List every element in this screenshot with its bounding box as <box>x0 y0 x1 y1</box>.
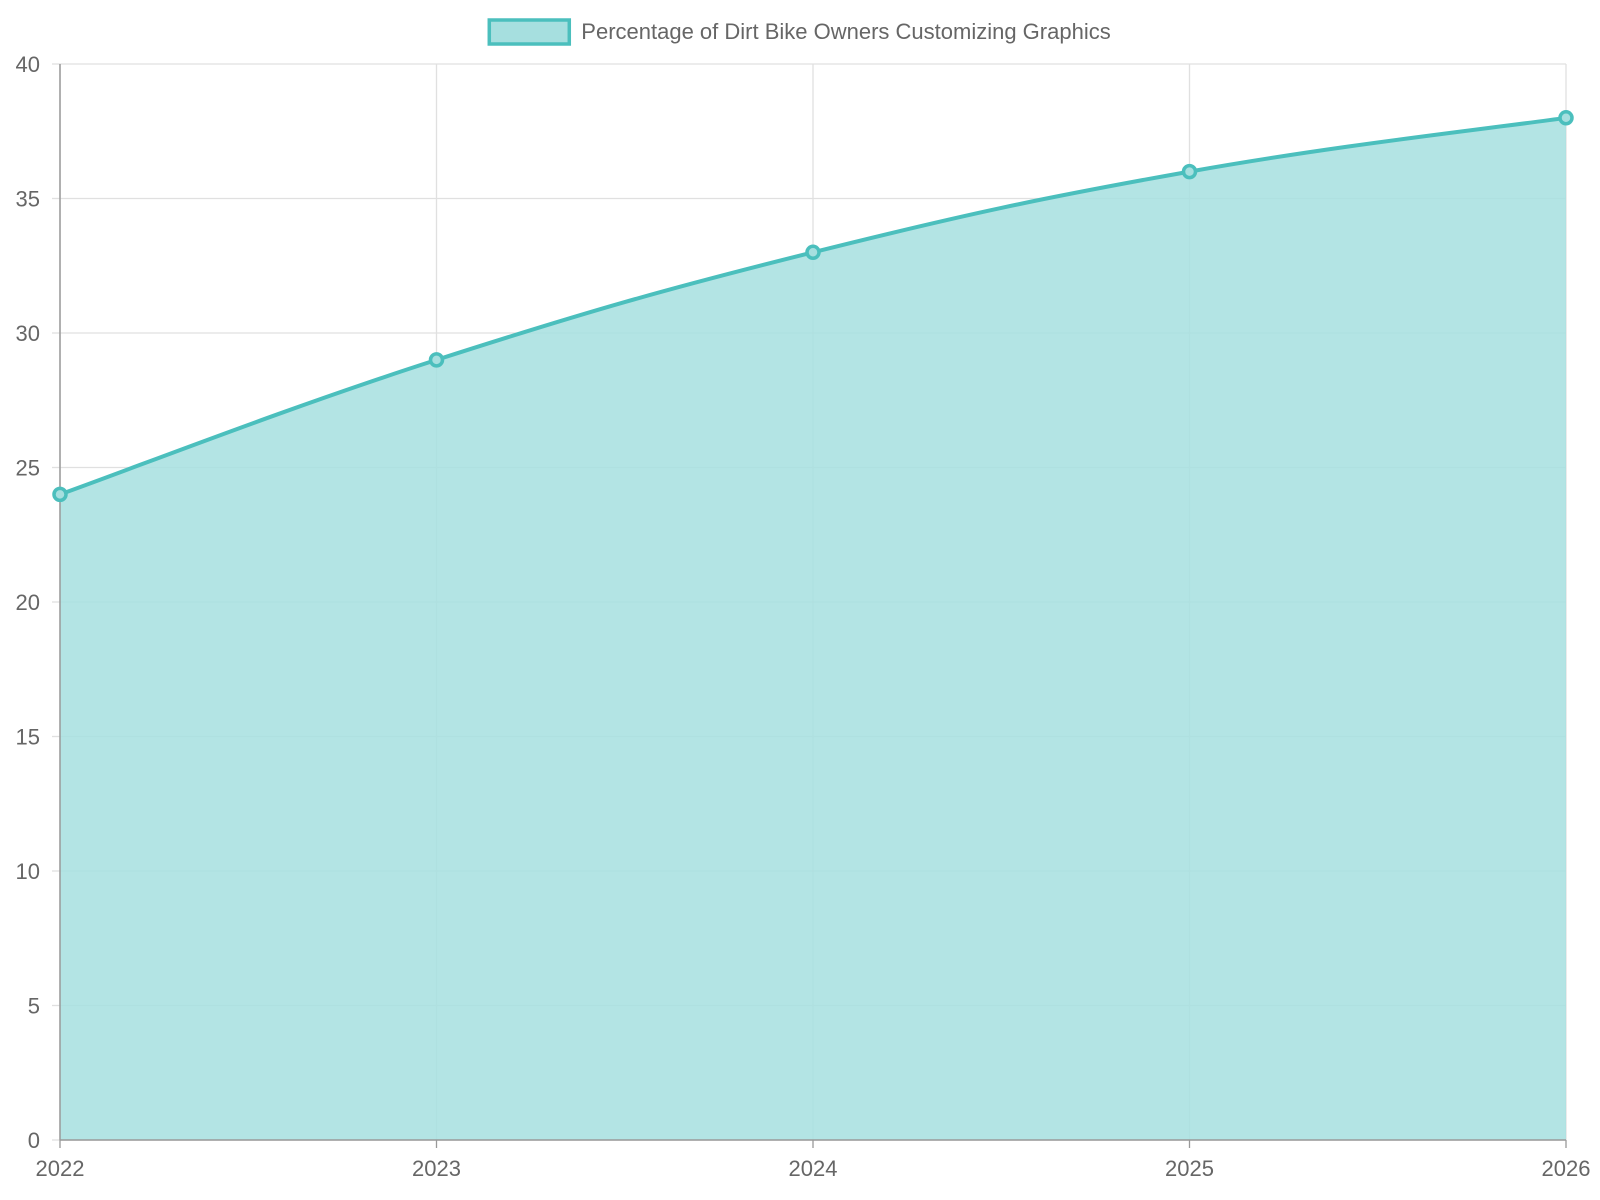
data-point[interactable] <box>52 486 68 503</box>
y-tick-label: 25 <box>16 456 40 481</box>
y-tick-label: 15 <box>16 725 40 750</box>
x-tick-label: 2025 <box>1165 1156 1214 1181</box>
x-tick-label: 2023 <box>412 1156 461 1181</box>
y-tick-label: 35 <box>16 187 40 212</box>
legend-swatch[interactable] <box>487 18 572 46</box>
data-point[interactable] <box>1181 163 1198 180</box>
y-tick-label: 40 <box>16 52 40 77</box>
y-tick-label: 30 <box>16 321 40 346</box>
y-tick-label: 20 <box>16 590 40 615</box>
y-tick-label: 0 <box>28 1128 40 1153</box>
x-tick-label: 2026 <box>1542 1156 1591 1181</box>
area-series <box>59 115 1567 1141</box>
data-points <box>52 110 1574 503</box>
axes <box>59 64 1566 1141</box>
y-tick-labels: 0 5 10 15 20 25 30 35 40 <box>16 52 40 1153</box>
legend-label[interactable]: Percentage of Dirt Bike Owners Customizi… <box>581 19 1110 44</box>
y-tick-label: 10 <box>16 859 40 884</box>
data-point[interactable] <box>428 352 445 368</box>
y-tick-label: 5 <box>28 994 40 1019</box>
x-tick-labels: 2022 2023 2024 2025 2026 <box>36 1156 1591 1181</box>
data-point[interactable] <box>1558 110 1574 126</box>
area-fill <box>60 117 1566 1141</box>
data-point[interactable] <box>805 244 821 261</box>
legend[interactable]: Percentage of Dirt Bike Owners Customizi… <box>487 18 1111 46</box>
x-tick-label: 2022 <box>36 1156 85 1181</box>
x-tick-label: 2024 <box>789 1156 838 1181</box>
